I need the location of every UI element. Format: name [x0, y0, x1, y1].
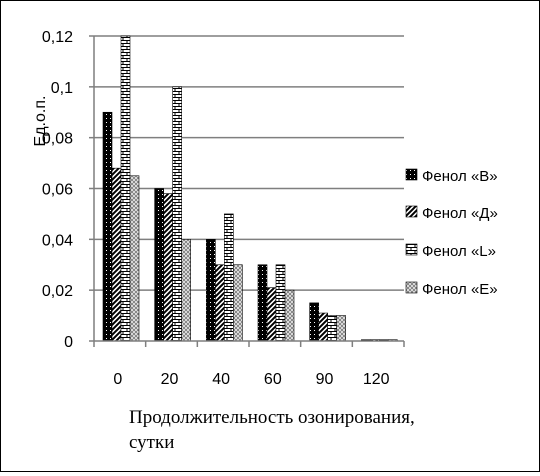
x-axis-ticks: 0 20 40 60 90 120 — [113, 371, 389, 388]
bar-4-cat-20 — [181, 239, 191, 342]
bar-1-cat-60 — [257, 264, 268, 342]
y-tick-label-1: 0,02 — [42, 283, 73, 300]
grid-lines — [94, 35, 404, 291]
x-axis-label-line-1: Продолжительность озонирования, — [129, 407, 415, 428]
legend-swatch-3 — [405, 243, 418, 256]
y-tick-label-0: 0 — [64, 334, 73, 351]
y-tick-label-4: 0,08 — [42, 131, 73, 148]
legend: Фенол «В» Фенол «Д» Фенол «L» Фенол «E» — [405, 168, 498, 298]
bar-3-cat-0 — [120, 35, 131, 342]
y-axis-label: Ед.о.п. — [32, 96, 49, 147]
bar-3-cat-40 — [224, 213, 234, 342]
x-tick-label-120: 120 — [363, 371, 390, 388]
bar-2-cat-60 — [266, 287, 277, 342]
legend-swatch-4 — [405, 281, 418, 294]
bar-3-cat-60 — [275, 264, 286, 342]
y-tick-label-2: 0,04 — [42, 232, 73, 249]
x-tick-label-20: 20 — [161, 371, 179, 388]
y-tick-label-5: 0,1 — [51, 80, 73, 97]
bar-2-cat-0 — [111, 167, 122, 342]
legend-swatch-1 — [405, 168, 418, 181]
bar-3-cat-20 — [172, 86, 182, 342]
bar-2-cat-90 — [318, 312, 328, 342]
bar-2-cat-20 — [163, 193, 173, 342]
legend-label-2: Фенол «Д» — [422, 205, 498, 222]
bar-2-cat-40 — [215, 264, 225, 342]
x-axis-label-line-2: сутки — [129, 432, 174, 453]
bar-1-cat-40 — [206, 239, 216, 342]
bar-4-cat-90 — [336, 315, 346, 342]
legend-label-1: Фенол «В» — [422, 168, 498, 185]
bar-1-cat-20 — [154, 188, 164, 342]
legend-label-3: Фенол «L» — [422, 243, 496, 260]
bar-1-cat-0 — [102, 111, 113, 342]
legend-label-4: Фенол «E» — [422, 281, 498, 298]
bar-4-cat-40 — [233, 264, 243, 342]
bar-3-cat-90 — [327, 315, 337, 342]
legend-swatch-2 — [405, 205, 418, 218]
bar-4-cat-60 — [284, 289, 295, 342]
bar-4-cat-0 — [129, 175, 140, 342]
y-tick-label-3: 0,06 — [42, 182, 73, 199]
y-tick-label-6: 0,12 — [42, 29, 73, 46]
x-tick-label-90: 90 — [316, 371, 334, 388]
axes — [89, 35, 405, 347]
x-tick-label-0: 0 — [113, 371, 122, 388]
bar-1-cat-90 — [309, 302, 319, 342]
x-tick-label-60: 60 — [264, 371, 282, 388]
x-tick-label-40: 40 — [212, 371, 230, 388]
y-axis-ticks: 0 0,02 0,04 0,06 0,08 0,1 0,12 — [42, 29, 73, 351]
